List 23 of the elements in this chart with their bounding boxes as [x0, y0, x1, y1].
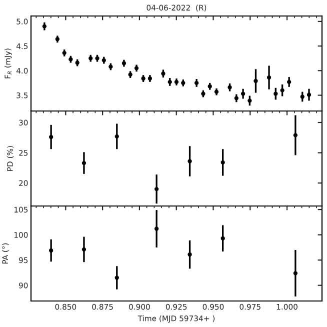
point: [220, 160, 225, 165]
point: [248, 98, 252, 103]
point: [293, 271, 298, 276]
point: [300, 94, 304, 99]
point: [48, 134, 54, 140]
point: [82, 247, 86, 252]
point: [287, 80, 292, 84]
point: [274, 92, 278, 96]
point: [266, 75, 272, 80]
point: [188, 159, 192, 164]
point: [114, 276, 119, 280]
point: [293, 133, 298, 138]
point: [188, 252, 192, 257]
point: [240, 92, 246, 96]
point: [254, 78, 258, 84]
point: [114, 134, 119, 138]
point: [280, 88, 284, 92]
point: [306, 92, 312, 97]
point: [220, 236, 225, 240]
point: [82, 160, 86, 166]
point: [154, 226, 159, 231]
point: [48, 248, 54, 253]
point: [154, 186, 159, 192]
